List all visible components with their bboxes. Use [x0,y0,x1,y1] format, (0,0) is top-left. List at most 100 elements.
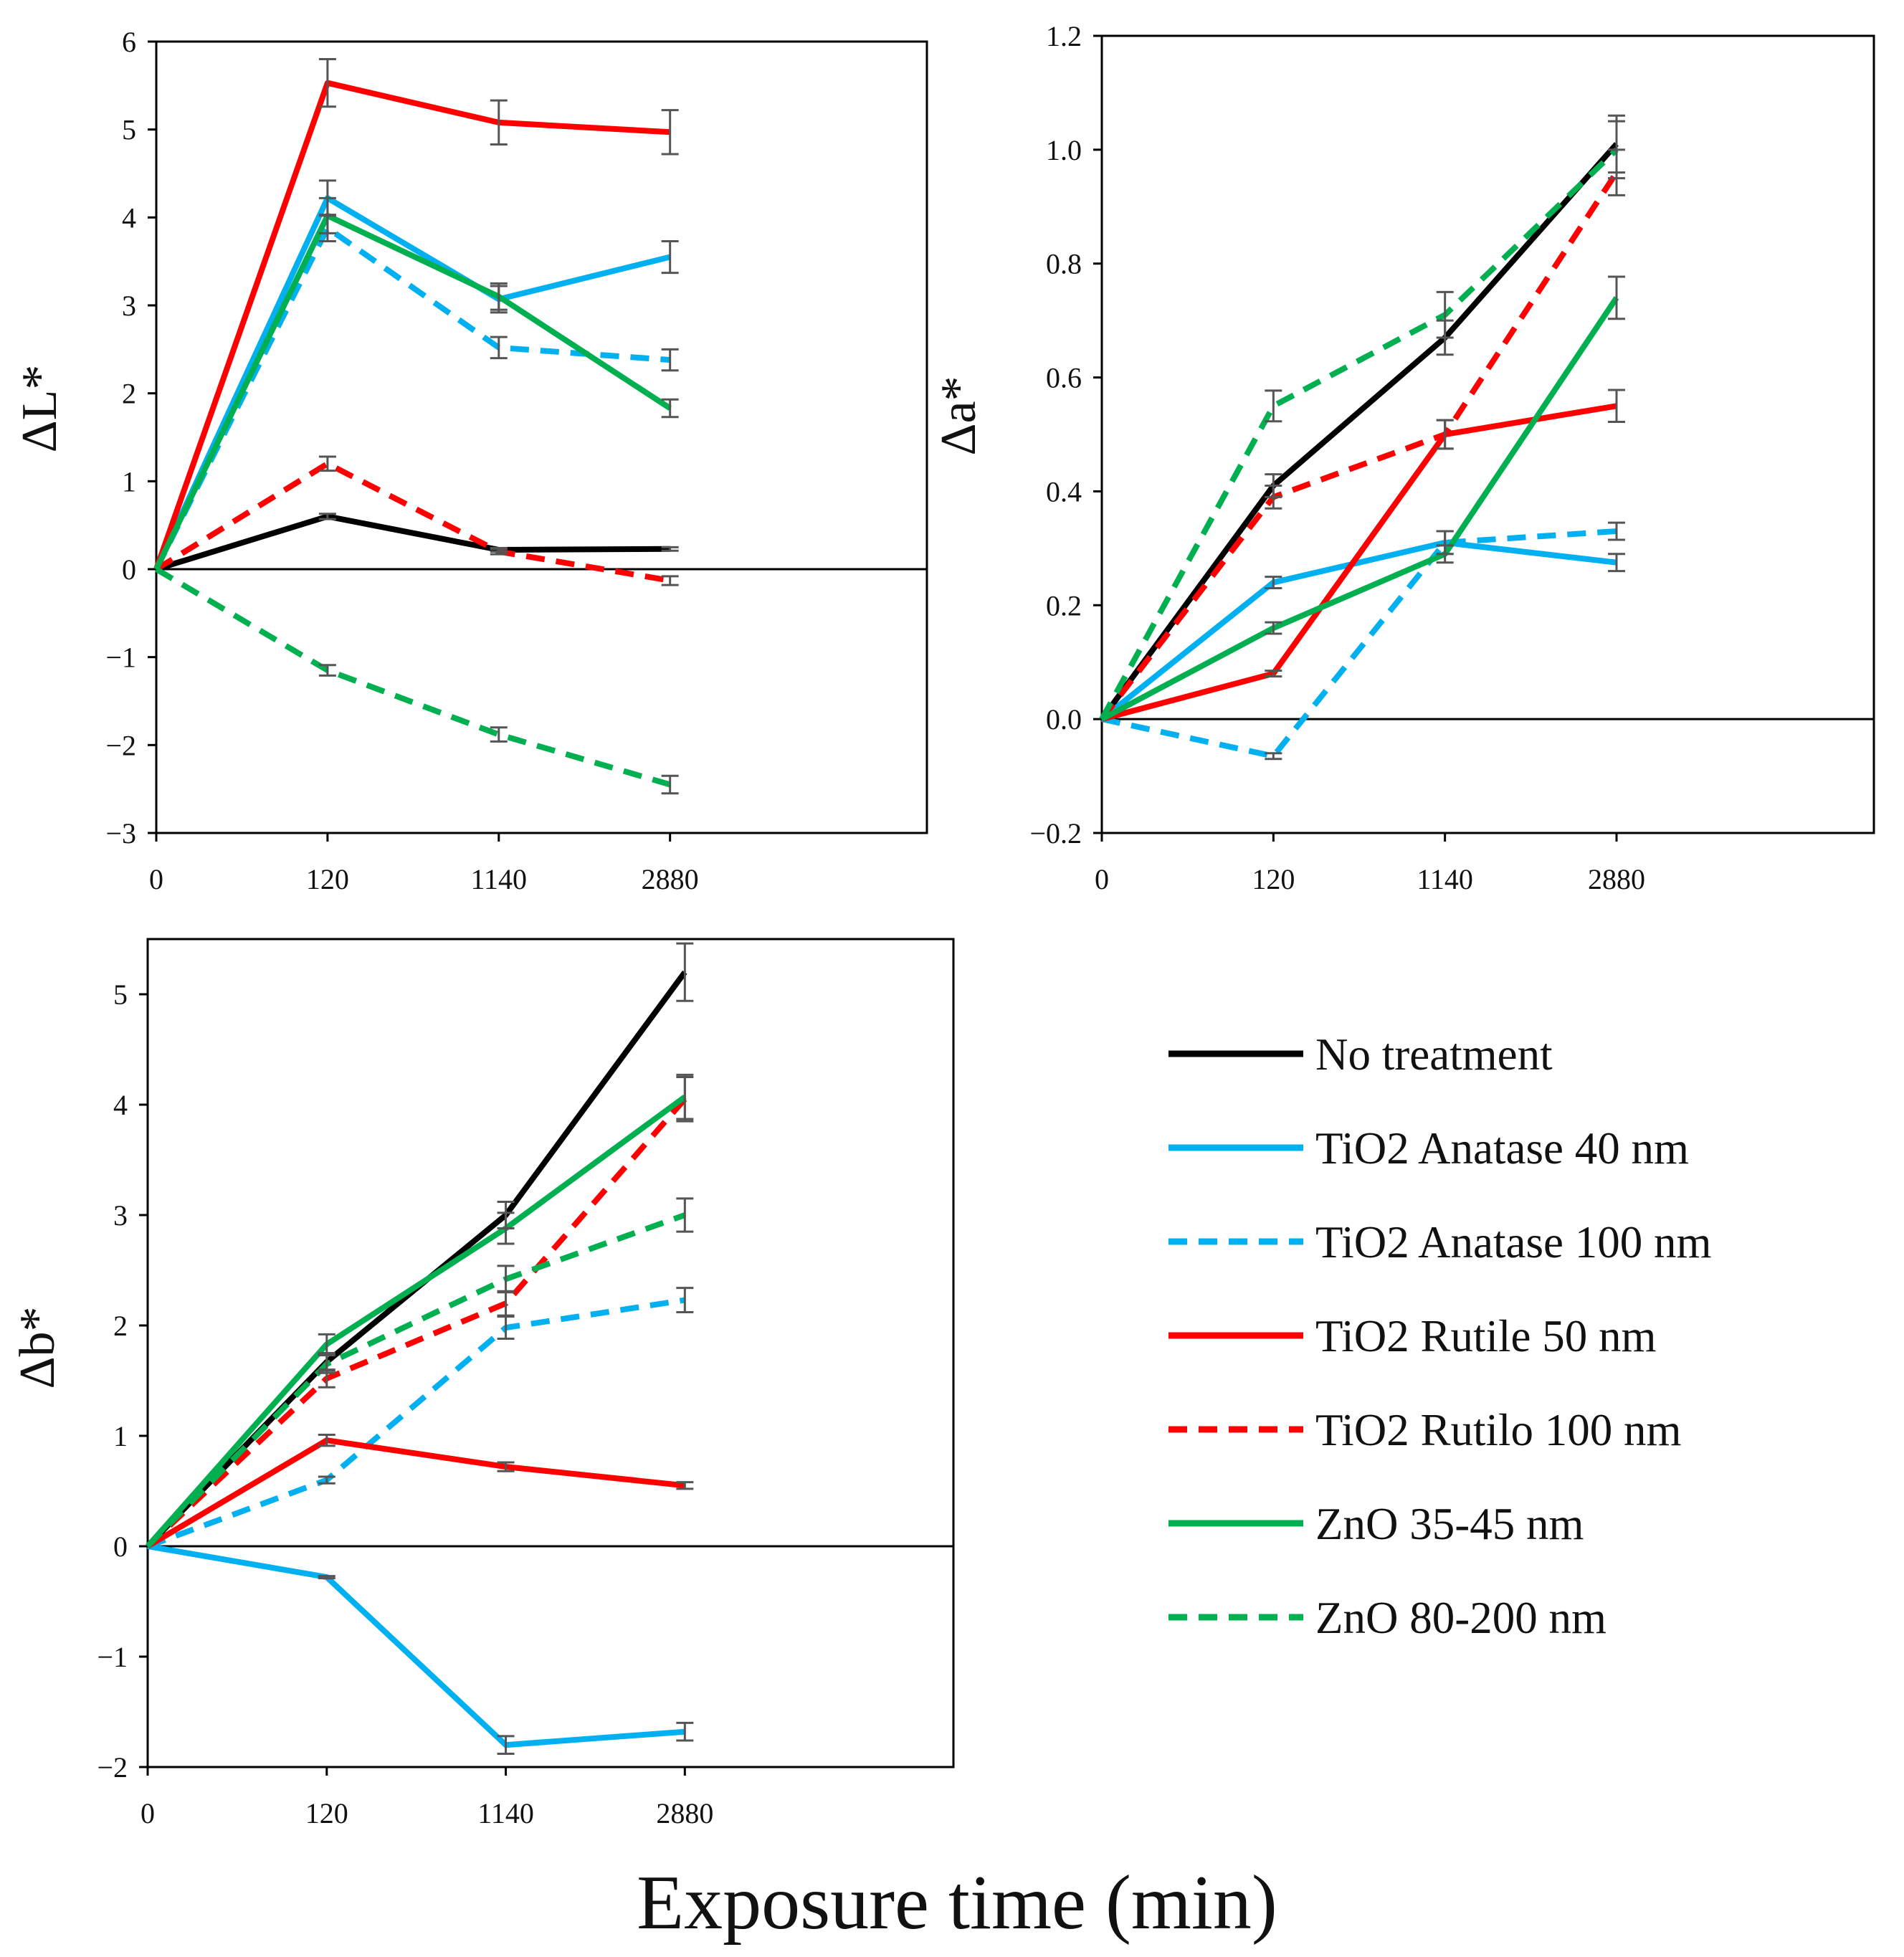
y-tick-label: 1 [122,465,136,497]
series-line-no-treatment [1099,142,1619,721]
series-line-tio2-anatase-40-nm [1100,539,1617,722]
y-tick-label: 0.2 [1046,589,1082,622]
legend-label: TiO2 Anatase 40 nm [1315,1123,1689,1173]
x-tick-label: 0 [1095,863,1109,895]
x-tick-label: 1140 [1417,863,1473,895]
series-line-zno-35-45-nm [1100,296,1619,722]
x-tick-label: 2880 [1588,863,1645,895]
plot-frame [1100,34,1875,834]
plot-frame [155,40,928,834]
legend-item: No treatment [1168,1029,1553,1080]
x-tick-label: 120 [305,1797,348,1829]
legend-item: ZnO 80-200 nm [1168,1593,1606,1643]
series-line-tio2-rutilo-100-nm [154,460,671,584]
x-tick-label: 2880 [642,863,699,895]
series-line-zno-80-200-nm [146,1212,686,1548]
y-tick-label: −2 [97,1751,128,1784]
series-line-tio2-rutilo-100-nm [1099,171,1619,721]
error-bar [676,942,694,1002]
error-bar [490,726,508,743]
legend-label: ZnO 35-45 nm [1315,1499,1584,1549]
series-line-tio2-rutile-50-nm [153,80,670,571]
error-bar [676,1073,694,1120]
y-axis-label: Δa* [931,376,986,455]
y-tick-label: 4 [113,1089,128,1121]
error-bar [318,196,336,234]
y-tick-label: −3 [105,817,136,849]
y-tick-label: 0 [122,553,136,586]
series-line-tio2-anatase-100-nm [146,1297,685,1549]
error-bar [676,1721,694,1742]
error-bar [318,1433,335,1447]
y-tick-label: 6 [122,26,136,58]
chart-panels: −3 −2 −1 0 1 2 3 4 5 6 0 120 1140 2880 ΔL* −0.2 0.0 0.2 0.… [10,20,1875,1829]
error-bar [490,99,508,146]
y-tick-label: 3 [122,290,136,322]
y-tick-label: 5 [113,978,128,1011]
error-bar [490,335,508,360]
chart-panel-da: −0.2 0.0 0.2 0.4 0.6 0.8 1.0 1.2 0 120 1140 2880 Δa* [931,20,1875,895]
error-bar [318,1354,335,1374]
series-line-tio2-rutile-50-nm [146,1437,685,1549]
legend-label: No treatment [1315,1029,1553,1080]
error-bar [497,1315,515,1340]
error-bar [490,548,508,556]
y-tick-label: 5 [122,114,136,146]
series-line-zno-80-200-nm [154,566,671,788]
series-line-zno-35-45-nm [153,212,672,571]
error-bar [661,109,679,156]
error-bar [318,513,336,520]
x-tick-label: 0 [149,863,163,895]
error-bar [676,1197,694,1233]
plot-frame [146,938,955,1768]
error-bar [676,1481,694,1490]
x-tick-label: 1140 [471,863,528,895]
error-bar [497,1265,515,1294]
error-bar [661,546,679,552]
series-line-zno-80-200-nm [1099,148,1619,721]
x-tick-label: 120 [306,863,349,895]
error-bar [318,1475,335,1485]
error-bar [497,1735,515,1756]
x-tick-label: 120 [1252,863,1295,895]
series-line-tio2-anatase-40-nm [153,195,671,571]
y-tick-label: −0.2 [1029,817,1082,849]
series-line-tio2-anatase-100-nm [1101,528,1617,759]
error-bar [318,455,336,472]
error-bar [661,398,679,419]
error-bar [1608,120,1625,180]
x-tick-label: 0 [141,1797,155,1829]
legend-label: TiO2 Rutilo 100 nm [1315,1405,1682,1455]
y-tick-label: 0.0 [1046,703,1082,735]
error-bar [1265,576,1282,589]
error-bar [661,575,679,586]
error-bar [318,664,336,677]
series-line-tio2-rutile-50-nm [1100,403,1617,722]
x-tick-label: 1140 [477,1797,534,1829]
series-line-tio2-rutilo-100-nm [146,1097,687,1548]
y-tick-label: 2 [113,1310,128,1342]
y-tick-label: 3 [113,1199,128,1232]
y-tick-label: −1 [105,642,136,674]
y-tick-label: 4 [122,201,136,234]
error-bar [1436,290,1454,339]
x-axis-title: Exposure time (min) [637,1860,1277,1946]
legend-label: TiO2 Rutile 50 nm [1315,1311,1657,1361]
error-bar [1608,275,1625,320]
chart-panel-dL: −3 −2 −1 0 1 2 3 4 5 6 0 120 1140 2880 ΔL* [12,26,928,895]
error-bar [497,1211,515,1245]
error-bar [1265,484,1282,510]
y-tick-label: 1.2 [1046,20,1082,52]
y-tick-label: −1 [97,1641,128,1673]
error-bar [676,1287,694,1314]
y-axis-label: ΔL* [12,365,67,453]
y-tick-label: 1 [113,1420,128,1452]
error-bar [1265,389,1282,423]
series-line-no-treatment [155,513,670,572]
error-bar [1608,553,1625,573]
legend-item: TiO2 Anatase 40 nm [1168,1123,1689,1173]
y-tick-label: 0.6 [1046,362,1082,394]
y-tick-label: −2 [105,729,136,761]
y-tick-label: 0.8 [1046,248,1082,280]
error-bar [318,58,336,108]
